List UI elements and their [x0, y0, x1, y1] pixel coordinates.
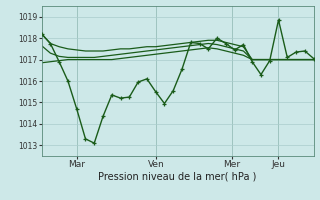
- X-axis label: Pression niveau de la mer( hPa ): Pression niveau de la mer( hPa ): [99, 172, 257, 182]
